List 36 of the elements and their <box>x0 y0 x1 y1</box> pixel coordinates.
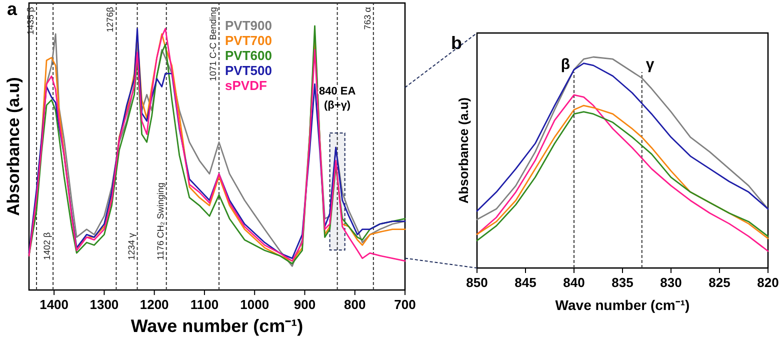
x-tick-label: 1300 <box>90 297 119 312</box>
x-tick-label: 1400 <box>40 297 69 312</box>
ref-line-label: 1402 β <box>42 232 52 260</box>
x-tick-label: 840 <box>563 275 585 290</box>
ref-line-label: β <box>560 56 570 73</box>
text: sPVDF <box>225 78 267 93</box>
ref-line-label: 1276β <box>105 7 116 32</box>
annotation: 840 EA (β+γ) <box>318 86 356 112</box>
text: PVT500 <box>225 63 272 78</box>
ref-line-label: 1071 C-C Bending <box>208 7 218 82</box>
x-axis-title: Wave number (cm⁻¹) <box>555 297 690 313</box>
text: PVT700 <box>225 33 272 48</box>
chart-title: a <box>7 0 18 19</box>
x-tick-label: 800 <box>344 297 366 312</box>
ref-line-label: 1234 γ <box>126 232 136 260</box>
x-axis-title: Wave number (cm⁻¹) <box>130 316 304 336</box>
x-tick-label: 820 <box>757 275 779 290</box>
text: PVT600 <box>225 48 272 63</box>
x-tick-label: 1100 <box>190 297 219 312</box>
x-tick-label: 850 <box>466 275 488 290</box>
ref-line-label: γ <box>646 56 655 73</box>
x-tick-label: 1000 <box>240 297 270 312</box>
ref-line-label: 1176 CH₂ Swinging <box>155 182 166 260</box>
x-tick-label: 835 <box>612 275 634 290</box>
chart-title: b <box>451 33 462 53</box>
x-tick-label: 900 <box>294 297 316 312</box>
x-tick-label: 1200 <box>140 297 169 312</box>
y-axis-title: Absorbance (a.u) <box>456 97 471 204</box>
x-tick-label: 700 <box>394 297 416 312</box>
ref-line-label: 1435 β <box>26 7 36 35</box>
y-axis-title: Absorbance (a.u) <box>4 77 23 216</box>
x-tick-label: 825 <box>708 275 730 290</box>
text: PVT900 <box>225 18 272 33</box>
x-tick-label: 845 <box>514 275 536 290</box>
ref-line-label: 763 α <box>362 7 372 30</box>
x-tick-label: 830 <box>660 275 682 290</box>
